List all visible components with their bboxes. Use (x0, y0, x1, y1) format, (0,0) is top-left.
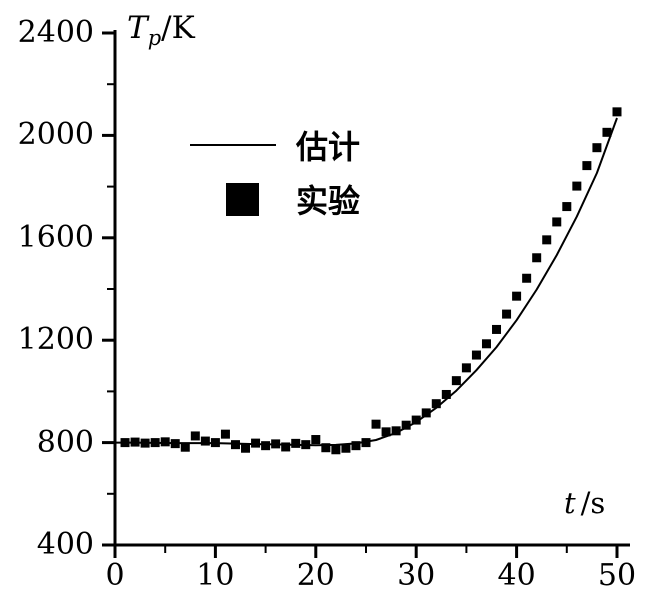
experiment-point (251, 438, 261, 448)
experiment-point (542, 235, 552, 245)
legend: 估计 实验 (190, 126, 360, 220)
experiment-point (220, 429, 230, 439)
y-tick-label: 2400 (17, 15, 94, 50)
x-tick-label: 20 (296, 558, 335, 593)
y-tick-label: 400 (36, 527, 94, 562)
experiment-point (140, 438, 150, 448)
y-axis-subscript: p (147, 26, 162, 51)
line-marker-icon (190, 144, 276, 146)
x-axis-symbol: t (564, 486, 576, 520)
experiment-point (230, 440, 240, 450)
x-axis-unit: /s (580, 486, 606, 520)
legend-marker-box (190, 182, 280, 216)
experiment-point (351, 441, 361, 451)
experiment-point (602, 127, 612, 137)
x-tick-label: 10 (196, 558, 235, 593)
experiment-point (301, 440, 311, 450)
experiment-point (261, 441, 271, 451)
x-axis-label: t/s (564, 486, 605, 520)
legend-item-estimate: 估计 (190, 126, 360, 166)
experiment-point (120, 438, 130, 448)
experiment-point (291, 438, 301, 448)
y-tick-label: 1600 (17, 219, 94, 255)
legend-item-experiment: 实验 (190, 180, 360, 220)
experiment-point (532, 253, 542, 263)
experiment-point (562, 202, 572, 212)
experiment-point (331, 445, 341, 455)
legend-marker-box (190, 144, 280, 146)
experiment-point (160, 437, 170, 447)
experiment-point (592, 143, 602, 153)
y-axis-label: Tp/K (127, 10, 195, 50)
y-tick-label: 1200 (17, 322, 94, 358)
experiment-point (150, 438, 160, 448)
experiment-point (502, 309, 512, 319)
experiment-point (461, 363, 471, 373)
experiment-point (612, 107, 622, 117)
experiment-point (381, 427, 391, 437)
y-axis-unit: /K (161, 10, 195, 46)
x-tick-label: 30 (397, 558, 436, 593)
experiment-point (421, 408, 431, 418)
legend-label-estimate: 估计 (296, 128, 361, 166)
experiment-point (451, 376, 461, 386)
experiment-point (130, 437, 140, 447)
experiment-point (190, 431, 200, 441)
experiment-point (281, 442, 291, 452)
experiment-point (271, 439, 281, 449)
experiment-point (241, 443, 251, 453)
y-tick-label: 800 (36, 424, 94, 460)
experiment-point (371, 419, 381, 429)
experiment-point (492, 324, 502, 334)
experiment-point (401, 420, 411, 430)
y-axis-symbol: T (127, 10, 148, 46)
experiment-point (361, 438, 371, 448)
x-tick-label: 0 (105, 558, 125, 593)
y-tick-label: 2000 (17, 117, 94, 153)
filled-square-marker-icon (226, 182, 259, 216)
experiment-point (311, 435, 321, 445)
experiment-point (391, 426, 401, 436)
legend-label-experiment: 实验 (296, 182, 361, 220)
experiment-point (552, 217, 562, 227)
x-tick-label: 40 (497, 558, 536, 593)
experiment-point (471, 350, 481, 360)
experiment-point (582, 161, 592, 171)
experiment-point (572, 181, 582, 191)
experiment-point (210, 438, 220, 448)
experiment-point (512, 291, 522, 301)
experiment-point (341, 443, 351, 453)
experiment-point (481, 339, 491, 349)
experiment-point (431, 399, 441, 409)
experiment-point (522, 273, 532, 283)
experiment-point (441, 389, 451, 399)
experiment-point (170, 439, 180, 449)
experiment-point (200, 436, 210, 446)
experiment-point (180, 442, 190, 452)
experiment-point (321, 443, 331, 453)
experiment-point (411, 415, 421, 425)
x-tick-label: 50 (597, 558, 637, 593)
